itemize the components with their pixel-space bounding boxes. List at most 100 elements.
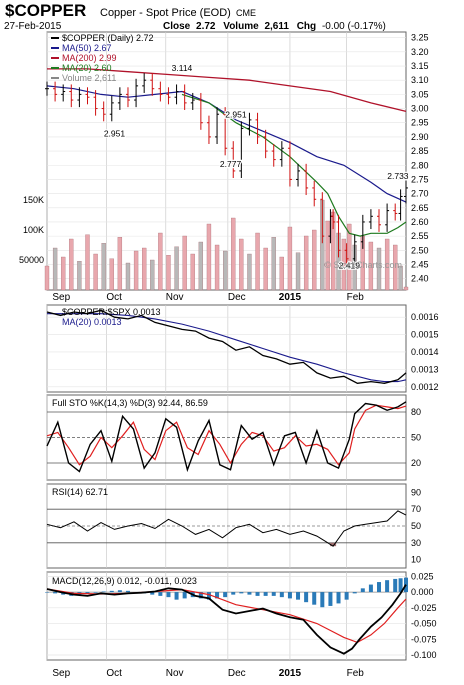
rsi-ytick: 50 xyxy=(411,521,421,531)
watermark: © StockCharts.com xyxy=(324,260,402,270)
volume-tick: 50000 xyxy=(19,255,44,265)
month-label-top: Nov xyxy=(166,292,184,303)
macd-hist-bar xyxy=(328,592,333,606)
month-label-bottom: Nov xyxy=(166,668,184,679)
instrument-name: Copper - Spot Price (EOD) xyxy=(100,7,231,19)
volume-bar xyxy=(61,256,66,291)
price-ytick: 2.80 xyxy=(411,160,429,170)
volume-bar xyxy=(69,238,74,291)
macd-hist-bar xyxy=(125,590,130,593)
macd-hist-bar xyxy=(304,592,309,603)
macd-ytick: -0.100 xyxy=(411,650,437,660)
macd-hist-bar xyxy=(352,592,357,594)
month-label-bottom: Sep xyxy=(52,668,70,679)
rsi-line xyxy=(46,510,407,547)
macd-hist-bar xyxy=(231,592,236,595)
ratio-legend: MA(20) 0.0013 xyxy=(62,317,122,327)
volume-bar xyxy=(384,238,390,291)
ratio-ma-line xyxy=(47,313,407,383)
volume-bar xyxy=(393,244,398,291)
macd-legend: MACD(12,26,9) 0.012, -0.011, 0.023 xyxy=(52,576,197,586)
volume-bar xyxy=(182,235,187,291)
macd-hist-bar xyxy=(296,592,301,600)
month-label-bottom: Dec xyxy=(228,668,246,679)
volume-bar xyxy=(158,232,163,291)
macd-hist-bar xyxy=(198,592,203,599)
macd-hist-bar xyxy=(360,588,365,593)
price-legend-swatch xyxy=(51,67,59,69)
price-ytick: 2.60 xyxy=(411,217,429,227)
macd-line xyxy=(46,584,407,655)
macd-hist-bar xyxy=(255,592,260,596)
price-ytick: 3.10 xyxy=(411,75,429,85)
ma50-line xyxy=(46,85,407,203)
volume-bar xyxy=(263,247,268,291)
price-ytick: 2.85 xyxy=(411,146,429,156)
ratio-ytick: 0.0013 xyxy=(411,364,439,374)
macd-hist-bar xyxy=(206,592,211,600)
price-ytick: 3.05 xyxy=(411,89,429,99)
price-ytick: 2.65 xyxy=(411,203,429,213)
stoch-legend: Full STO %K(14,3) %D(3) 92.44, 86.59 xyxy=(52,398,208,408)
price-annotation: 2.419 xyxy=(339,260,361,270)
volume-bar xyxy=(198,241,204,291)
volume-bar xyxy=(376,247,382,291)
price-legend: MA(50) 2.67 xyxy=(62,43,112,53)
macd-hist-bar xyxy=(223,592,228,598)
macd-hist-bar xyxy=(336,592,341,604)
rsi-ytick: 90 xyxy=(411,487,421,497)
volume-bar xyxy=(44,265,50,291)
volume-bar xyxy=(287,226,293,291)
ratio-ytick: 0.0016 xyxy=(411,312,439,322)
price-ytick: 3.25 xyxy=(411,33,429,43)
macd-ytick: 0.000 xyxy=(411,587,434,597)
month-label-top: 2015 xyxy=(279,292,302,303)
price-annotation: 2.951 xyxy=(225,109,247,119)
price-ytick: 2.45 xyxy=(411,259,429,269)
macd-hist-bar xyxy=(368,584,373,593)
volume-bar xyxy=(231,217,236,291)
macd-hist-bar xyxy=(393,578,398,593)
price-legend-swatch xyxy=(51,77,59,79)
volume-value: 2,611 xyxy=(264,21,289,32)
volume-bar xyxy=(85,234,90,291)
volume-bar xyxy=(190,253,195,291)
macd-hist-bar xyxy=(150,592,155,595)
price-annotation: 2.951 xyxy=(104,128,126,138)
volume-bar xyxy=(303,235,309,291)
macd-hist-bar xyxy=(247,592,252,595)
volume-bar xyxy=(166,255,171,291)
volume-bar xyxy=(109,258,114,291)
rsi-oversold-fill xyxy=(330,542,337,547)
volume-bar xyxy=(247,253,252,291)
ratio-ytick: 0.0014 xyxy=(411,347,439,357)
macd-ytick: 0.025 xyxy=(411,571,434,581)
ma200-line xyxy=(47,68,407,113)
volume-bar xyxy=(223,250,228,291)
macd-ytick: -0.025 xyxy=(411,603,437,613)
price-ytick: 2.90 xyxy=(411,132,429,142)
macd-hist-bar xyxy=(287,592,292,599)
stoch-d-line xyxy=(46,404,407,466)
date-label: 27-Feb-2015 xyxy=(4,21,62,32)
volume-bar xyxy=(125,262,131,291)
stoch-ytick: 50 xyxy=(411,433,421,443)
price-ytick: 3.15 xyxy=(411,61,429,71)
volume-bar xyxy=(341,238,347,291)
macd-hist-bar xyxy=(109,590,114,593)
macd-hist-bar xyxy=(239,592,244,594)
volume-tick: 100K xyxy=(23,225,44,235)
price-legend: Volume 2,611 xyxy=(62,73,116,83)
volume-bar xyxy=(403,286,409,291)
chg-label: Chg xyxy=(297,21,316,32)
macd-panel xyxy=(46,571,407,661)
macd-hist-bar xyxy=(174,592,179,600)
price-ytick: 2.55 xyxy=(411,231,429,241)
stoch-ytick: 20 xyxy=(411,458,421,468)
volume-bar xyxy=(255,232,260,291)
price-legend: MA(20) 2.60 xyxy=(62,63,112,73)
macd-hist-bar xyxy=(271,592,276,596)
rsi-ytick: 70 xyxy=(411,504,421,514)
